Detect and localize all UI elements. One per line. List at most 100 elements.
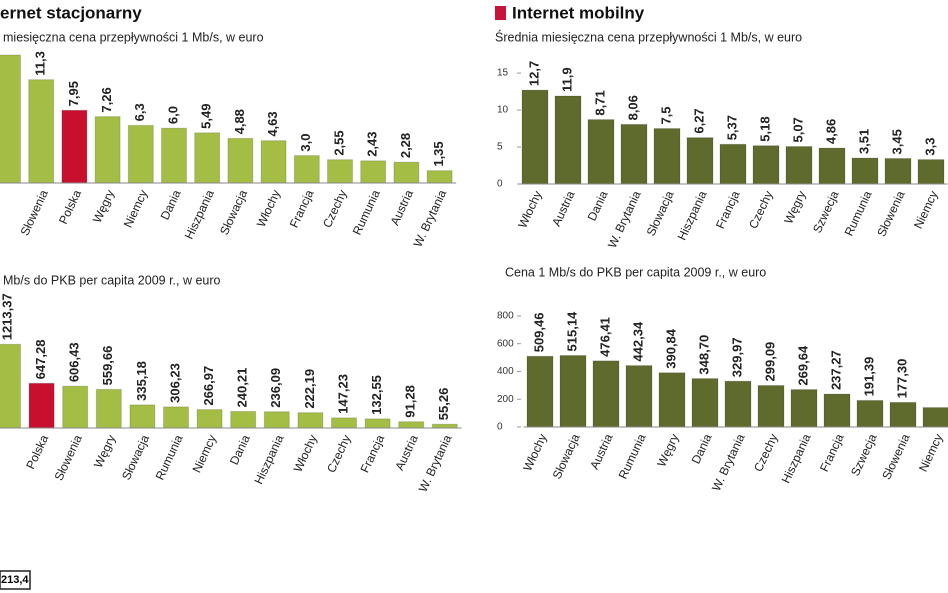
bar <box>327 159 353 184</box>
x-tick-label: Niemcy <box>911 189 941 231</box>
bar <box>521 89 549 185</box>
x-tick-label: Dania <box>158 187 184 222</box>
value-label: 515,14 <box>564 311 579 352</box>
y-tick-label: 600 <box>497 338 514 349</box>
value-label: 55,26 <box>436 388 451 421</box>
value-label: 91,28 <box>403 385 418 418</box>
bar <box>719 143 747 185</box>
x-tick-label: W. Brytania <box>416 432 455 494</box>
value-label: 509,46 <box>531 313 546 353</box>
value-label: 7,5 <box>658 106 673 124</box>
value-label: 6,27 <box>691 108 706 133</box>
y-tick-label: 15 <box>497 68 509 79</box>
value-label: 5,49 <box>199 103 214 128</box>
x-tick-label: Austria <box>388 187 417 227</box>
bar <box>724 380 752 428</box>
bar <box>61 109 88 184</box>
value-label: 12,7 <box>526 61 541 86</box>
x-tick-label: Niemcy <box>121 188 151 230</box>
value-label: 5,37 <box>724 115 739 140</box>
bar <box>0 343 21 429</box>
value-label: 7,26 <box>99 87 114 112</box>
bar <box>851 157 879 185</box>
x-tick-label: Słowenia <box>874 188 907 238</box>
value-label: 329,97 <box>729 337 744 377</box>
x-tick-label: Austria <box>549 188 578 228</box>
bar <box>263 411 290 429</box>
value-label: 559,66 <box>100 346 115 386</box>
value-label: 6,3 <box>132 103 147 121</box>
value-label: 8,06 <box>625 95 640 120</box>
y-tick-label: 0 <box>497 422 503 433</box>
x-tick-label: Słowacja <box>217 187 250 237</box>
x-tick-label: Węgry <box>90 188 117 225</box>
x-tick-label: Hiszpania <box>779 431 814 485</box>
value-label: 7,95 <box>66 81 81 106</box>
value-label: 237,27 <box>828 350 843 390</box>
x-tick-label: Włochy <box>254 188 283 230</box>
x-tick-label: Dania <box>227 432 253 467</box>
bar <box>161 127 187 184</box>
value-label: 269,64 <box>795 345 810 386</box>
bar <box>559 354 587 428</box>
value-label: 3,3 <box>922 138 937 156</box>
value-label: 4,63 <box>265 111 280 136</box>
value-label: 266,97 <box>201 366 216 406</box>
bar <box>526 355 554 428</box>
bar <box>398 421 425 429</box>
value-label: 222,19 <box>302 369 317 409</box>
y-tick-label: 800 <box>497 311 514 322</box>
x-tick-label: Niemcy <box>916 432 946 474</box>
bar <box>194 132 221 184</box>
value-label: 1,35 <box>431 141 446 166</box>
x-tick-label: Francja <box>287 187 317 229</box>
x-tick-label: Włochy <box>291 433 320 475</box>
bar <box>127 124 154 184</box>
x-tick-label: Czechy <box>751 432 781 474</box>
bar <box>922 407 948 428</box>
bar <box>653 128 681 185</box>
bar <box>230 410 257 429</box>
bar <box>686 137 714 185</box>
x-tick-label: Czechy <box>320 188 350 230</box>
value-label: 11,3 <box>33 51 48 76</box>
bar <box>364 418 391 429</box>
x-tick-label: Węgry <box>781 189 808 226</box>
value-label: 2,43 <box>365 131 380 156</box>
bar <box>95 388 122 429</box>
value-label: 306,23 <box>167 363 182 403</box>
y-tick-label: 200 <box>497 394 514 405</box>
bar <box>691 378 719 428</box>
x-tick-label: Francja <box>358 432 388 474</box>
bar <box>818 147 846 185</box>
chart-title: ernet stacjonarny <box>0 3 142 22</box>
value-label: 6,0 <box>165 106 180 124</box>
bar <box>592 360 620 428</box>
bar <box>196 409 223 429</box>
bar <box>917 159 945 185</box>
x-tick-label: Rumunia <box>350 187 383 237</box>
x-tick-label: Czechy <box>324 433 354 475</box>
x-tick-label: Słowenia <box>52 432 85 482</box>
x-tick-label: Dania <box>585 188 611 223</box>
bar <box>426 170 453 184</box>
footer-label: 213,4 <box>1 574 29 586</box>
value-label: 2,28 <box>398 133 413 158</box>
bar <box>360 160 387 184</box>
bar <box>856 399 884 428</box>
x-tick-label: Węgry <box>654 432 681 469</box>
x-tick-label: Polska <box>23 432 51 471</box>
value-label: 606,43 <box>67 342 82 382</box>
y-tick-label: 10 <box>497 105 509 116</box>
x-tick-label: Słowacja <box>644 188 677 238</box>
x-tick-label: Hiszpania <box>182 187 217 241</box>
x-tick-label: Niemcy <box>190 433 220 475</box>
x-tick-label: W. Brytania <box>709 431 748 493</box>
bar <box>393 161 420 184</box>
x-tick-label: Słowenia <box>18 187 51 237</box>
x-tick-label: Austria <box>587 431 616 471</box>
x-tick-label: Czechy <box>746 189 776 231</box>
bar <box>625 365 653 428</box>
value-label: 177,30 <box>894 359 909 399</box>
value-label: 3,51 <box>856 129 871 154</box>
